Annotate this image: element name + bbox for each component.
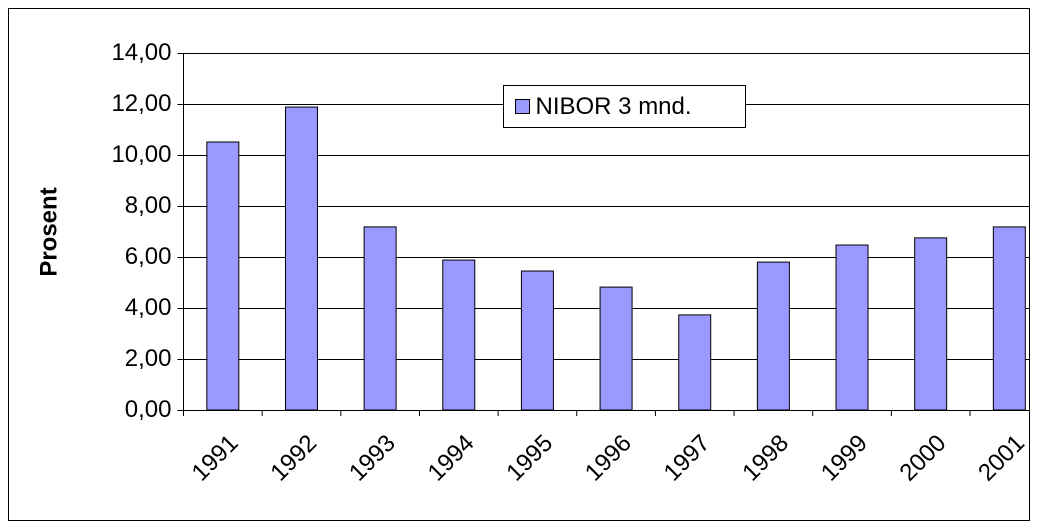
bar [678,314,712,411]
y-tick-label: 4,00 [125,294,172,321]
legend-swatch [515,99,530,114]
bar [206,141,240,411]
legend-label: NIBOR 3 mnd. [536,93,692,120]
bar [363,226,397,411]
y-tick-label: 0,00 [125,396,172,423]
legend-box [503,85,746,128]
y-tick-label: 10,00 [111,141,171,168]
bar [835,244,869,411]
y-tick-label: 12,00 [111,90,171,117]
y-tick-label: 8,00 [125,192,172,219]
bar [992,226,1026,411]
y-axis-label: Prosent [35,187,62,276]
y-tick-label: 14,00 [111,39,171,66]
bar [756,261,790,411]
bar [914,237,948,411]
bar [599,286,633,411]
y-tick-label: 2,00 [125,345,172,372]
bar [442,259,476,411]
bar [520,270,554,411]
y-tick-label: 6,00 [125,243,172,270]
bar [284,106,318,411]
